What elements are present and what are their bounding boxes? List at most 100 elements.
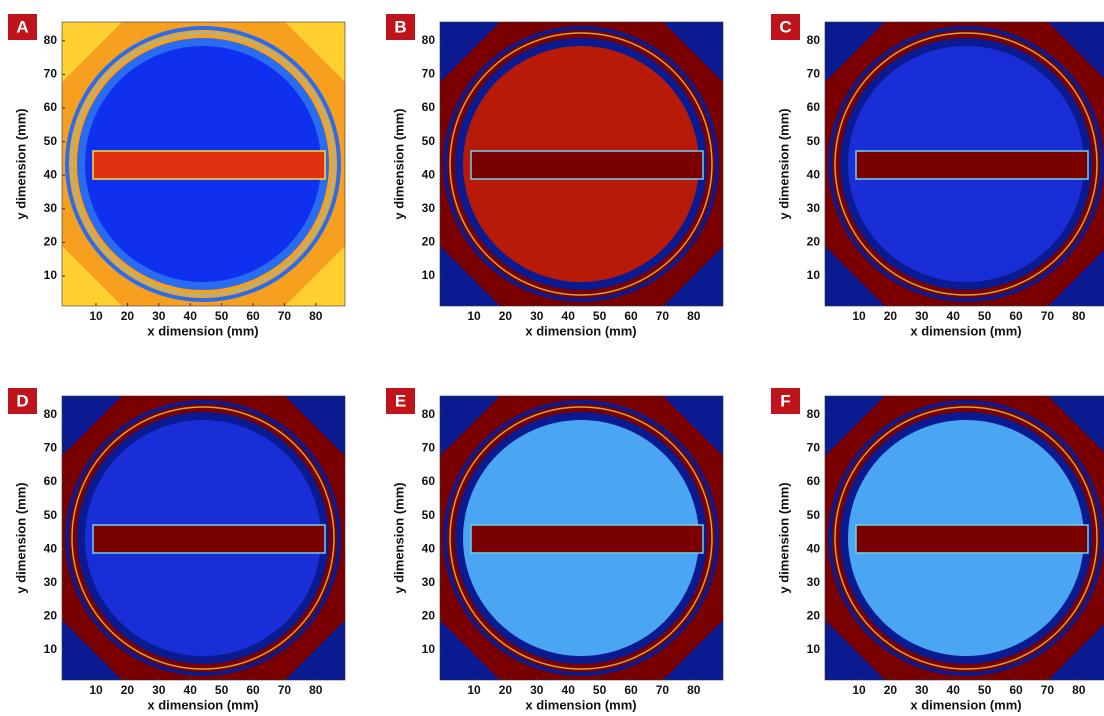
x-tick-label: 70 <box>1041 683 1055 697</box>
x-tick-label: 40 <box>562 309 576 323</box>
x-tick-label: 60 <box>1009 309 1023 323</box>
y-axis-label: y dimension (mm) <box>776 482 791 593</box>
y-tick-label: 50 <box>44 508 58 522</box>
y-tick-label: 10 <box>44 642 58 656</box>
x-tick-label: 40 <box>562 683 576 697</box>
y-tick-label: 40 <box>807 541 821 555</box>
bar-region <box>471 151 703 179</box>
bar-region <box>856 151 1088 179</box>
x-tick-label: 80 <box>687 683 701 697</box>
x-tick-label: 20 <box>121 309 135 323</box>
x-tick-label: 10 <box>467 309 481 323</box>
y-tick-label: 70 <box>422 441 436 455</box>
bar-region <box>93 151 325 179</box>
x-tick-label: 10 <box>467 683 481 697</box>
x-tick-label: 30 <box>530 683 544 697</box>
y-tick-label: 10 <box>422 642 436 656</box>
y-tick-label: 10 <box>807 268 821 282</box>
x-tick-label: 50 <box>593 683 607 697</box>
x-tick-label: 10 <box>89 683 103 697</box>
x-tick-label: 70 <box>656 683 670 697</box>
x-tick-label: 70 <box>1041 309 1055 323</box>
y-tick-label: 20 <box>44 235 58 249</box>
y-tick-label: 10 <box>807 642 821 656</box>
y-tick-label: 50 <box>807 134 821 148</box>
x-tick-label: 60 <box>246 683 260 697</box>
x-tick-label: 70 <box>278 683 292 697</box>
x-tick-label: 80 <box>1072 683 1086 697</box>
y-tick-label: 40 <box>44 541 58 555</box>
y-tick-label: 20 <box>807 609 821 623</box>
y-tick-label: 20 <box>422 609 436 623</box>
y-tick-label: 20 <box>44 609 58 623</box>
x-tick-label: 20 <box>499 309 513 323</box>
x-tick-label: 60 <box>246 309 260 323</box>
y-tick-label: 40 <box>422 167 436 181</box>
y-tick-label: 30 <box>44 575 58 589</box>
y-tick-label: 30 <box>422 201 436 215</box>
x-tick-label: 10 <box>89 309 103 323</box>
x-tick-label: 40 <box>184 683 198 697</box>
x-tick-label: 80 <box>309 683 323 697</box>
y-tick-label: 70 <box>807 441 821 455</box>
x-tick-label: 30 <box>530 309 544 323</box>
x-tick-label: 10 <box>852 683 866 697</box>
x-tick-label: 20 <box>884 309 898 323</box>
y-tick-label: 10 <box>44 268 58 282</box>
x-tick-label: 30 <box>152 683 166 697</box>
y-tick-label: 80 <box>422 33 436 47</box>
y-tick-label: 80 <box>807 407 821 421</box>
panel-letter: F <box>780 391 790 410</box>
x-tick-label: 50 <box>978 309 992 323</box>
x-tick-label: 60 <box>1009 683 1023 697</box>
panel: 10203040506070801020304050607080x dimens… <box>386 14 723 338</box>
y-tick-label: 50 <box>807 508 821 522</box>
y-axis-label: y dimension (mm) <box>13 108 28 219</box>
y-axis-label: y dimension (mm) <box>391 108 406 219</box>
y-tick-label: 80 <box>807 33 821 47</box>
panel-letter: A <box>16 17 28 36</box>
image <box>62 396 345 680</box>
x-tick-label: 50 <box>593 309 607 323</box>
y-tick-label: 30 <box>44 201 58 215</box>
y-tick-label: 70 <box>44 441 58 455</box>
image <box>62 22 345 306</box>
x-axis-label: x dimension (mm) <box>525 697 636 712</box>
x-axis-label: x dimension (mm) <box>147 323 258 338</box>
x-tick-label: 60 <box>624 683 638 697</box>
panel-letter: B <box>394 17 406 36</box>
y-axis-label: y dimension (mm) <box>776 108 791 219</box>
image <box>825 396 1104 680</box>
x-axis-label: x dimension (mm) <box>525 323 636 338</box>
bar-region <box>471 525 703 553</box>
bar-region <box>93 525 325 553</box>
x-tick-label: 10 <box>852 309 866 323</box>
y-tick-label: 30 <box>422 575 436 589</box>
y-tick-label: 50 <box>44 134 58 148</box>
x-tick-label: 80 <box>1072 309 1086 323</box>
x-tick-label: 20 <box>884 683 898 697</box>
y-tick-label: 70 <box>44 67 58 81</box>
y-tick-label: 60 <box>422 100 436 114</box>
y-tick-label: 40 <box>807 167 821 181</box>
x-axis-label: x dimension (mm) <box>147 697 258 712</box>
y-tick-label: 60 <box>44 100 58 114</box>
y-tick-label: 30 <box>807 201 821 215</box>
image <box>825 22 1104 306</box>
image <box>440 396 723 680</box>
x-tick-label: 30 <box>915 309 929 323</box>
y-tick-label: 60 <box>44 474 58 488</box>
x-tick-label: 50 <box>215 683 229 697</box>
y-tick-label: 70 <box>807 67 821 81</box>
y-tick-label: 80 <box>422 407 436 421</box>
y-tick-label: 60 <box>807 474 821 488</box>
x-tick-label: 50 <box>978 683 992 697</box>
x-tick-label: 20 <box>121 683 135 697</box>
panel-letter: C <box>779 17 791 36</box>
figure: 10 20 30 40 50 60 70 80 10 20 30 40 50 60 70 80 x dimens… <box>0 0 1104 716</box>
